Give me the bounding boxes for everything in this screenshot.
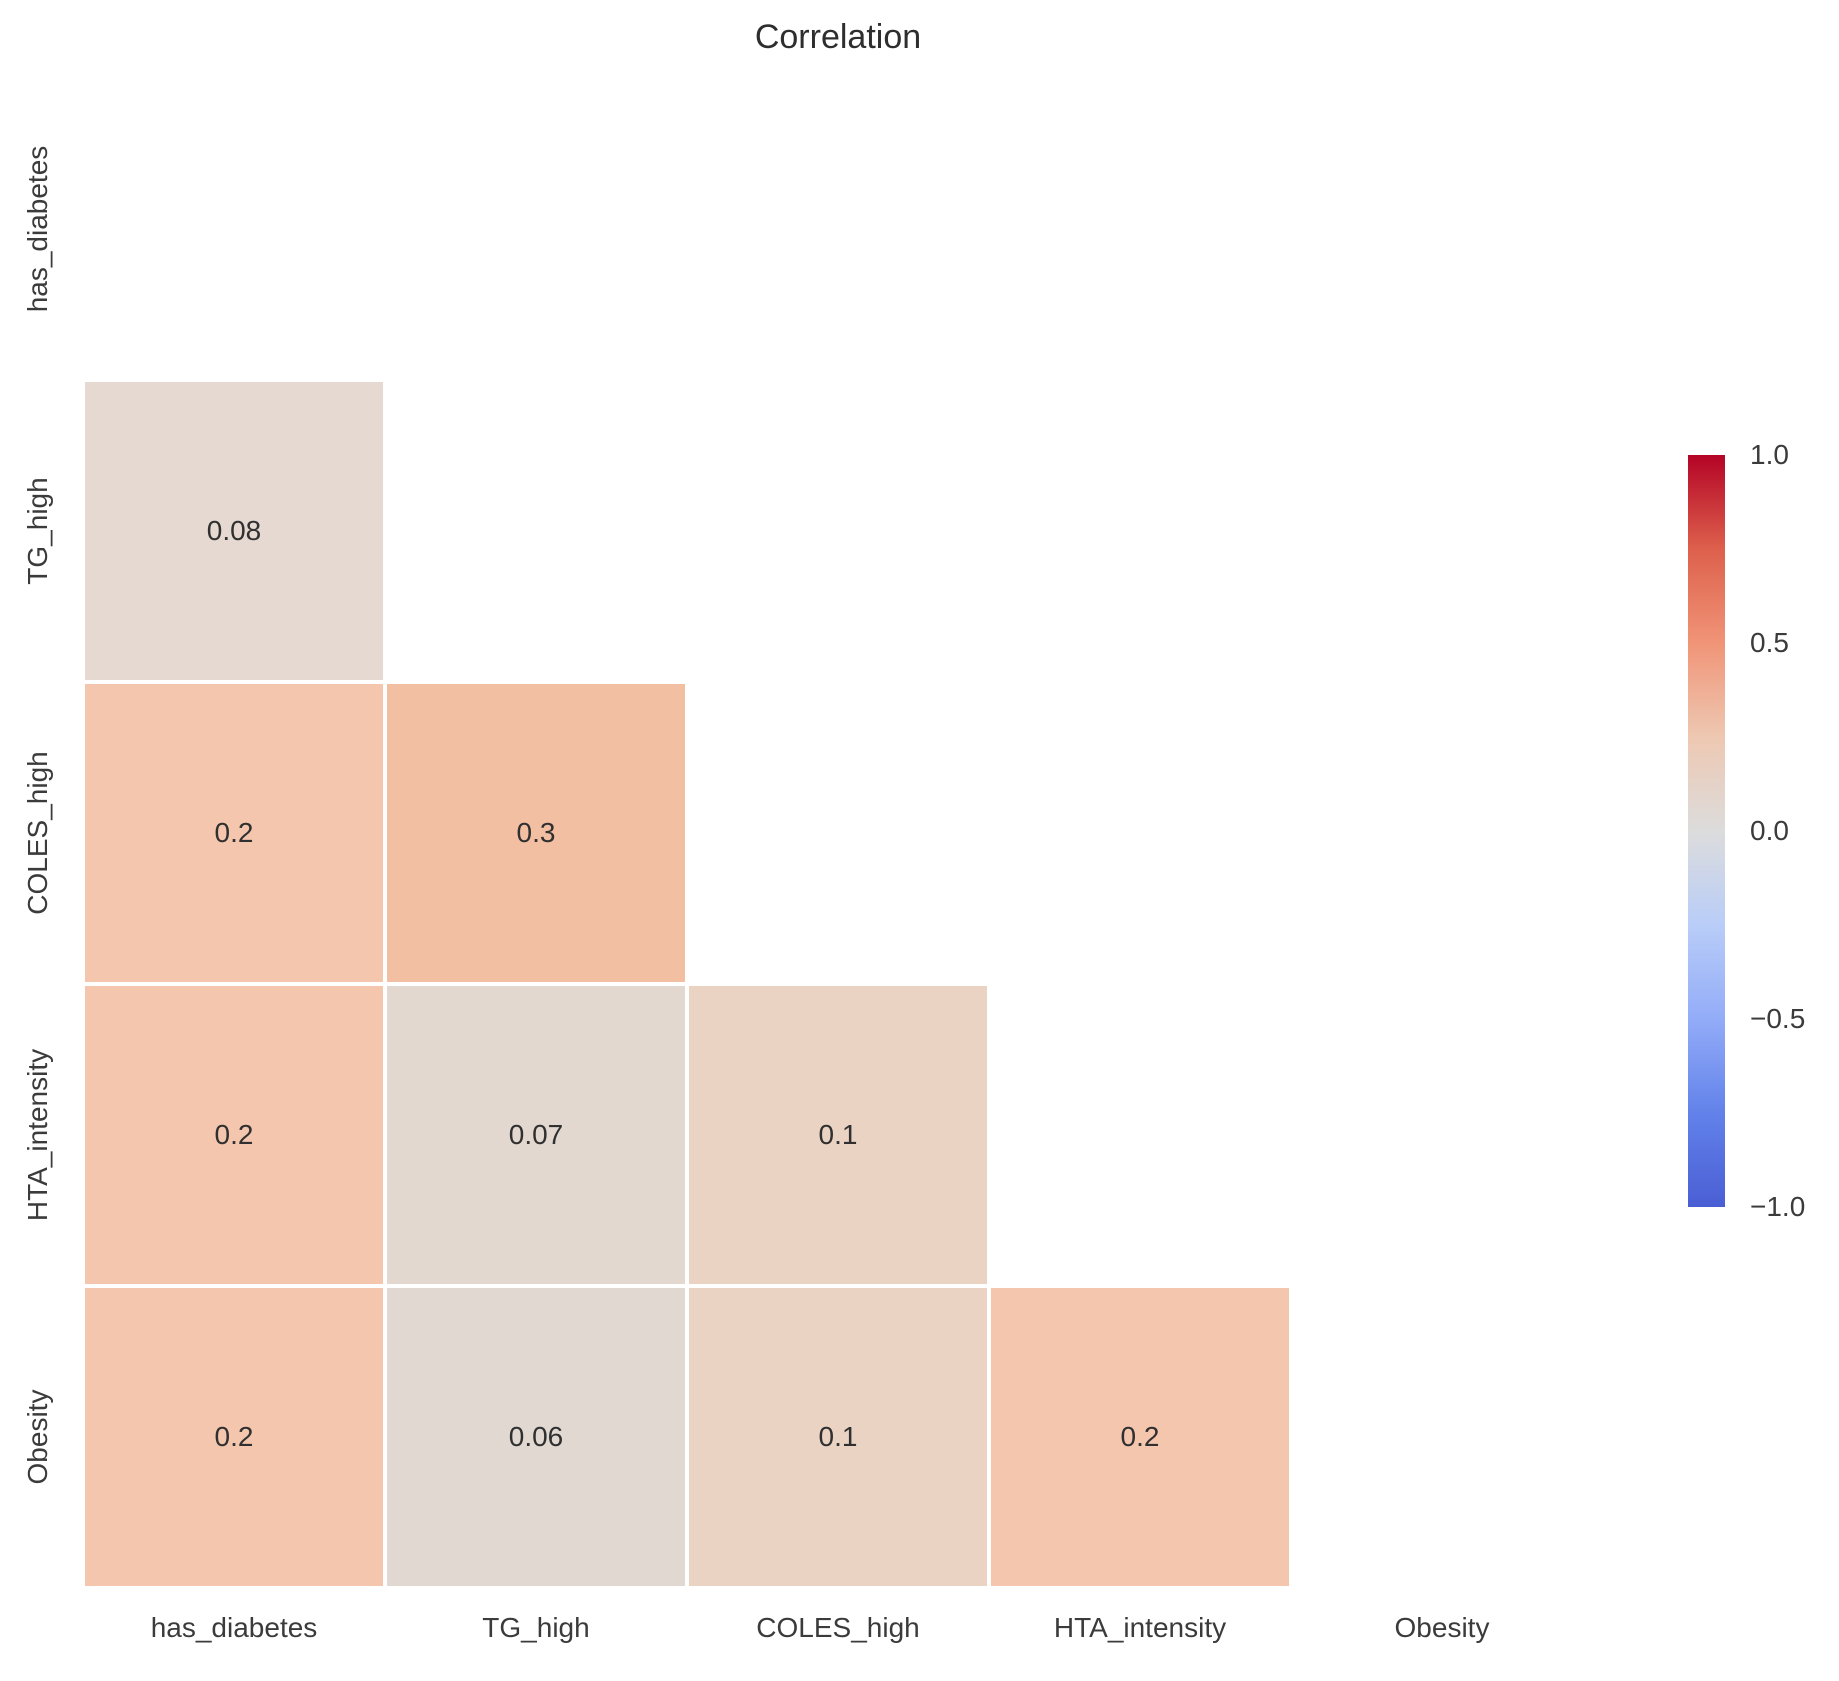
heatmap-cell-value: 0.06 <box>508 1421 564 1452</box>
y-tick-label: has_diabetes <box>22 145 53 313</box>
heatmap-cell-value: 0.2 <box>214 817 254 848</box>
heatmap-cell: 0.2 <box>85 684 383 982</box>
heatmap-cell-value: 0.2 <box>214 1119 254 1150</box>
heatmap-cell: 0.1 <box>689 1288 987 1586</box>
x-tick-label: has_diabetes <box>150 1612 318 1643</box>
heatmap-cell: 0.3 <box>387 684 685 982</box>
heatmap-cell-value: 0.07 <box>508 1119 564 1150</box>
colorbar-gradient <box>1688 455 1725 1207</box>
heatmap-cell: 0.07 <box>387 986 685 1284</box>
heatmap-cell-value: 0.3 <box>516 817 556 848</box>
heatmap-cell: 0.1 <box>689 986 987 1284</box>
heatmap-cell: 0.2 <box>85 1288 383 1586</box>
heatmap-cell-value: 0.1 <box>818 1421 858 1452</box>
x-tick-label: COLES_high <box>756 1612 920 1643</box>
heatmap-cell: 0.2 <box>85 986 383 1284</box>
y-tick-label: Obesity <box>22 1389 53 1485</box>
colorbar-tick-label: 0.5 <box>1750 627 1789 658</box>
x-tick-label: Obesity <box>1394 1612 1490 1643</box>
chart-title: Correlation <box>754 18 922 56</box>
heatmap-cell: 0.2 <box>991 1288 1289 1586</box>
heatmap-cell-value: 0.2 <box>214 1421 254 1452</box>
y-tick-label: HTA_intensity <box>22 1048 53 1222</box>
heatmap-cell: 0.08 <box>85 382 383 680</box>
heatmap-cell: 0.06 <box>387 1288 685 1586</box>
heatmap-cell-value: 0.2 <box>1120 1421 1160 1452</box>
colorbar-tick-label: −0.5 <box>1750 1003 1806 1034</box>
colorbar-tick-label: 1.0 <box>1750 439 1789 470</box>
x-tick-label: HTA_intensity <box>1053 1612 1227 1643</box>
y-tick-label: TG_high <box>22 477 53 585</box>
colorbar-tick-label: 0.0 <box>1750 815 1789 846</box>
heatmap-cell-value: 0.1 <box>818 1119 858 1150</box>
colorbar-tick-label: −1.0 <box>1750 1191 1806 1222</box>
heatmap-cell-value: 0.08 <box>206 515 262 546</box>
y-tick-label: COLES_high <box>22 751 53 915</box>
x-tick-label: TG_high <box>482 1612 590 1643</box>
